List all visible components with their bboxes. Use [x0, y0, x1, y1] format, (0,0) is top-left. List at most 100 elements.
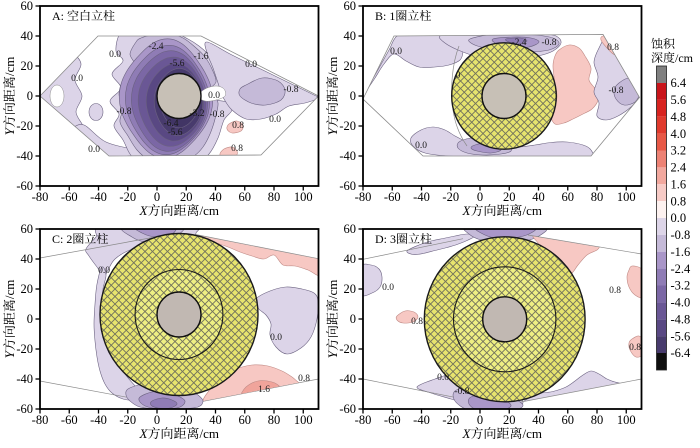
svg-text:-3.2: -3.2 [189, 109, 204, 119]
svg-text:20: 20 [503, 190, 516, 204]
svg-text:-20: -20 [339, 342, 356, 356]
svg-text:0.8: 0.8 [607, 43, 619, 53]
svg-text:20: 20 [180, 413, 193, 427]
svg-text:0.8: 0.8 [671, 194, 687, 208]
svg-text:-60: -60 [339, 179, 356, 193]
svg-text:-80: -80 [32, 413, 49, 427]
svg-text:/cm: /cm [522, 426, 542, 441]
svg-text:60: 60 [344, 222, 357, 236]
svg-text:0.8: 0.8 [629, 343, 641, 353]
svg-text:60: 60 [239, 413, 252, 427]
svg-text:-40: -40 [16, 372, 33, 386]
svg-text:0: 0 [154, 413, 160, 427]
svg-text:0.0: 0.0 [671, 211, 687, 225]
svg-text:0.0: 0.0 [270, 333, 282, 343]
svg-text:4.0: 4.0 [671, 127, 687, 141]
svg-text:0: 0 [477, 413, 483, 427]
svg-text:0.0: 0.0 [415, 141, 427, 151]
svg-text:/cm: /cm [325, 280, 340, 300]
svg-text:100: 100 [294, 190, 313, 204]
svg-text:Y: Y [2, 126, 17, 135]
svg-text:/cm: /cm [522, 203, 542, 218]
svg-text:2.4: 2.4 [671, 161, 687, 175]
svg-text:-5.6: -5.6 [671, 329, 691, 343]
svg-text:X: X [462, 203, 472, 218]
svg-text:0.0: 0.0 [98, 266, 110, 276]
svg-text:-2.4: -2.4 [511, 38, 526, 48]
svg-text:-4.0: -4.0 [671, 296, 691, 310]
svg-text:-0.8: -0.8 [454, 387, 469, 397]
svg-text:0: 0 [27, 89, 33, 103]
svg-text:-0.8: -0.8 [209, 110, 224, 120]
svg-text:100: 100 [294, 413, 313, 427]
svg-text:-20: -20 [442, 413, 459, 427]
svg-text:-40: -40 [339, 149, 356, 163]
svg-text:0.0: 0.0 [437, 373, 449, 383]
svg-text:0.8: 0.8 [231, 144, 243, 154]
svg-text:-80: -80 [355, 190, 372, 204]
svg-text:-3.2: -3.2 [671, 279, 691, 293]
svg-text:60: 60 [21, 0, 34, 13]
svg-text:0.8: 0.8 [609, 286, 621, 296]
svg-text:-60: -60 [384, 190, 401, 204]
svg-text:20: 20 [344, 282, 357, 296]
svg-text:-60: -60 [61, 413, 78, 427]
svg-text:40: 40 [532, 413, 545, 427]
svg-text:/cm: /cm [199, 426, 219, 441]
svg-text:0.0: 0.0 [71, 74, 83, 84]
svg-text:4.8: 4.8 [671, 110, 687, 124]
svg-text:1.6: 1.6 [671, 177, 687, 191]
svg-text:/cm: /cm [2, 280, 17, 300]
svg-text:B: 1: B: 1 [375, 9, 395, 23]
svg-text:Y: Y [325, 349, 340, 358]
svg-text:-0.8: -0.8 [608, 86, 623, 96]
svg-text:3.2: 3.2 [671, 144, 687, 158]
svg-text:0.0: 0.0 [109, 50, 121, 60]
svg-text:40: 40 [532, 190, 545, 204]
svg-text:-40: -40 [339, 372, 356, 386]
svg-text:-2.4: -2.4 [671, 262, 692, 276]
svg-text:0.0: 0.0 [208, 91, 220, 101]
svg-text:20: 20 [21, 282, 34, 296]
svg-text:-60: -60 [339, 402, 356, 416]
svg-text:0.8: 0.8 [298, 374, 310, 384]
svg-text:A:: A: [52, 9, 64, 23]
svg-text:-60: -60 [61, 190, 78, 204]
svg-text:-4.8: -4.8 [671, 312, 691, 326]
svg-text:60: 60 [562, 190, 575, 204]
svg-text:-20: -20 [339, 119, 356, 133]
svg-text:20: 20 [180, 190, 193, 204]
svg-text:Y: Y [2, 349, 17, 358]
svg-text:/cm: /cm [199, 203, 219, 218]
svg-text:0: 0 [27, 312, 33, 326]
svg-text:5.6: 5.6 [671, 93, 687, 107]
svg-text:80: 80 [268, 413, 281, 427]
svg-text:-40: -40 [413, 190, 430, 204]
svg-text:40: 40 [344, 252, 357, 266]
svg-text:0.0: 0.0 [88, 145, 100, 155]
svg-text:-0.8: -0.8 [671, 228, 691, 242]
svg-text:-80: -80 [32, 190, 49, 204]
svg-text:D: 3: D: 3 [375, 232, 396, 246]
svg-text:-40: -40 [90, 190, 107, 204]
svg-text:/cm: /cm [675, 51, 694, 65]
svg-text:0: 0 [477, 190, 483, 204]
svg-text:20: 20 [503, 413, 516, 427]
svg-text:0.0: 0.0 [245, 60, 257, 70]
svg-text:-6.4: -6.4 [163, 119, 178, 129]
svg-text:-2.4: -2.4 [148, 42, 163, 52]
svg-text:-40: -40 [16, 149, 33, 163]
svg-text:/cm: /cm [325, 57, 340, 77]
svg-text:-40: -40 [90, 413, 107, 427]
svg-text:-20: -20 [119, 190, 136, 204]
svg-text:-60: -60 [16, 402, 33, 416]
svg-text:X: X [462, 426, 472, 441]
svg-text:0.0: 0.0 [382, 283, 394, 293]
svg-text:20: 20 [344, 59, 357, 73]
svg-text:-0.8: -0.8 [283, 85, 298, 95]
svg-text:-80: -80 [355, 413, 372, 427]
svg-text:40: 40 [21, 252, 34, 266]
svg-text:6.4: 6.4 [671, 76, 687, 90]
svg-text:1.6: 1.6 [258, 385, 270, 395]
svg-text:0.0: 0.0 [390, 47, 402, 57]
